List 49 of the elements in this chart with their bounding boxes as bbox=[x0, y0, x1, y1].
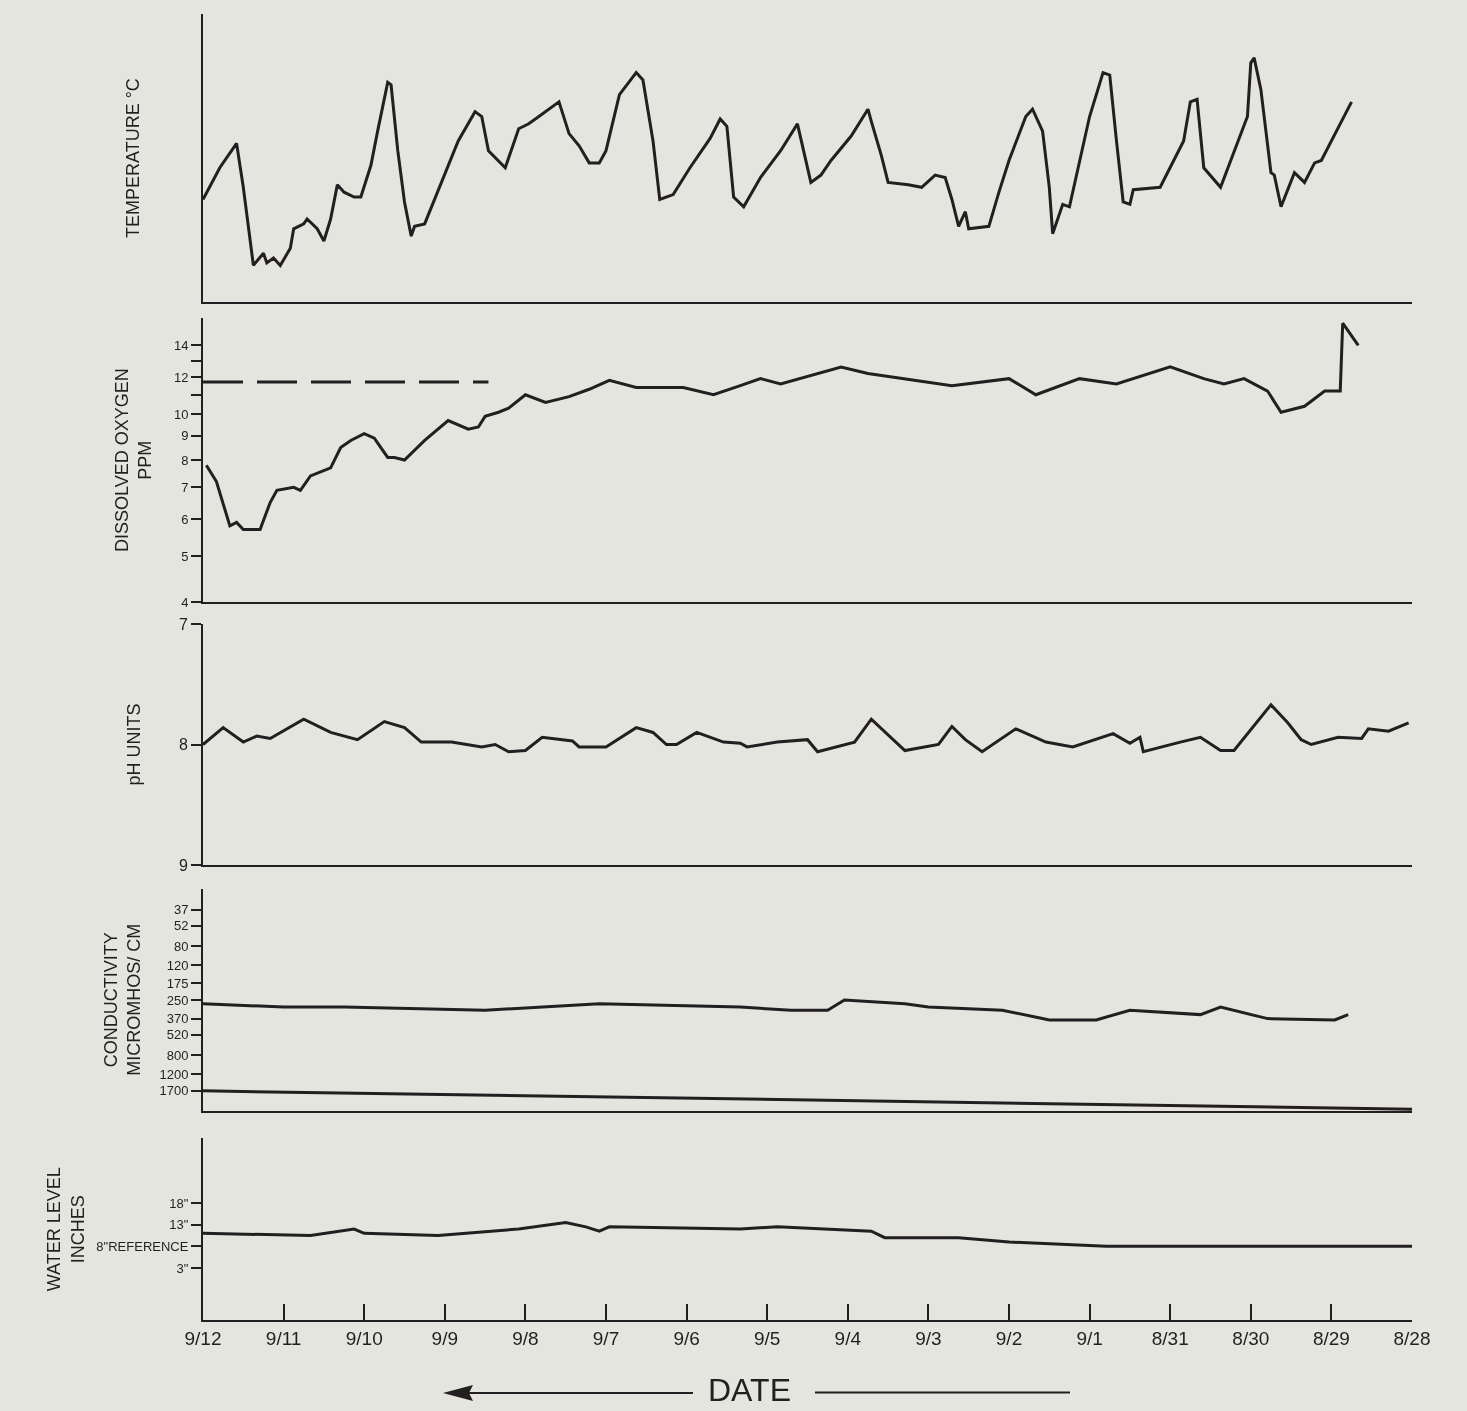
x-tick-label: 9/2 bbox=[995, 1327, 1023, 1349]
y-tick-label: 7 bbox=[181, 479, 189, 495]
y-tick-label: 12 bbox=[173, 369, 189, 385]
x-axis-title: DATE bbox=[708, 1372, 791, 1408]
y-tick-label: 7 bbox=[178, 615, 188, 633]
y-tick-label: 4 bbox=[181, 594, 189, 610]
y-tick-label: 10 bbox=[173, 406, 189, 422]
y-tick-label: 8 bbox=[181, 452, 189, 468]
y-tick-label: 520 bbox=[166, 1027, 189, 1043]
y-tick-label: 14 bbox=[173, 337, 189, 353]
y-tick-label: 1200 bbox=[159, 1066, 189, 1082]
y-tick-label: 3" bbox=[176, 1260, 189, 1276]
y-tick-label: 120 bbox=[166, 957, 189, 973]
y-tick-label: 9 bbox=[181, 428, 189, 444]
x-tick-label: 9/10 bbox=[345, 1327, 383, 1349]
x-tick-label: 8/30 bbox=[1232, 1327, 1270, 1349]
y-tick-label: 8 bbox=[178, 736, 188, 754]
x-tick-label: 9/9 bbox=[431, 1327, 459, 1349]
x-tick-label: 8/31 bbox=[1151, 1327, 1189, 1349]
y-axis-title: TEMPERATURE °C bbox=[123, 78, 143, 238]
x-tick-label: 9/6 bbox=[673, 1327, 700, 1349]
x-tick-label: 9/12 bbox=[184, 1327, 222, 1349]
y-tick-label: 1700 bbox=[159, 1083, 189, 1099]
y-tick-label: 175 bbox=[166, 975, 189, 991]
y-tick-label: 13" bbox=[169, 1217, 189, 1233]
y-tick-label: 8"REFERENCE bbox=[96, 1238, 189, 1254]
y-tick-label: 6 bbox=[181, 511, 189, 527]
y-tick-label: 80 bbox=[173, 938, 189, 954]
x-tick-label: 9/11 bbox=[265, 1327, 302, 1349]
x-tick-label: 8/29 bbox=[1312, 1327, 1350, 1349]
x-tick-label: 8/28 bbox=[1393, 1327, 1431, 1349]
x-tick-label: 9/7 bbox=[592, 1327, 620, 1349]
y-axis-title: DISSOLVED OXYGEN PPM bbox=[112, 368, 156, 552]
y-tick-label: 5 bbox=[181, 548, 189, 564]
y-tick-label: 18" bbox=[169, 1195, 189, 1211]
y-tick-label: 9 bbox=[178, 856, 188, 874]
x-tick-label: 9/5 bbox=[753, 1327, 781, 1349]
y-tick-label: 250 bbox=[166, 992, 189, 1008]
y-axis-title: WATER LEVEL INCHES bbox=[44, 1167, 88, 1292]
x-tick-label: 9/1 bbox=[1076, 1327, 1103, 1349]
y-tick-label: 37 bbox=[173, 902, 189, 918]
y-axis-title: CONDUCTIVITY MICROMHOS/ CM bbox=[100, 923, 145, 1076]
y-tick-label: 370 bbox=[166, 1011, 189, 1027]
x-tick-label: 9/4 bbox=[834, 1327, 862, 1349]
x-tick-label: 9/3 bbox=[915, 1327, 942, 1349]
x-tick-label: 9/8 bbox=[512, 1327, 539, 1349]
y-tick-label: 52 bbox=[173, 918, 189, 934]
y-axis-title: pH UNITS bbox=[123, 703, 144, 786]
y-tick-label: 800 bbox=[166, 1047, 189, 1063]
